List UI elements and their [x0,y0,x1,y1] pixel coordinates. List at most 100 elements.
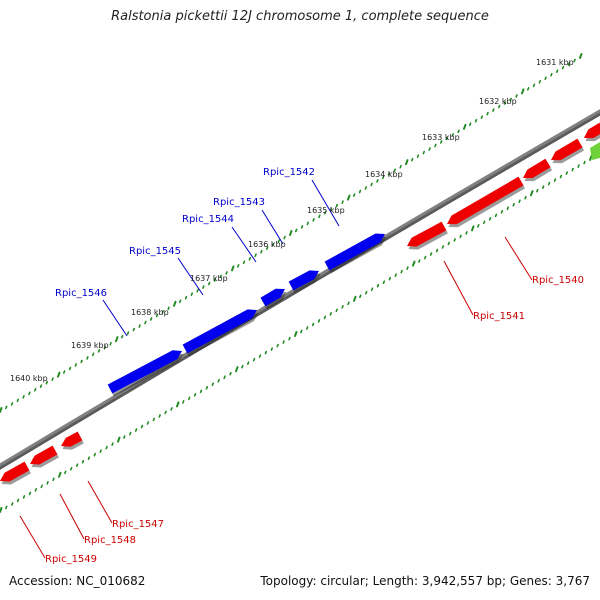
minor-tick [132,327,135,332]
gene-rpic-1537[interactable] [584,122,600,142]
minor-tick [410,157,414,162]
minor-tick [300,329,303,334]
minor-tick [323,315,327,320]
minor-tick [134,428,138,432]
minor-tick [541,185,545,189]
minor-tick [237,264,240,268]
minor-tick [515,94,518,98]
minor-tick [538,79,542,84]
minor-tick [247,361,250,365]
minor-tick [70,466,73,471]
minor-tick [219,274,222,279]
minor-tick [573,58,576,63]
minor-tick [199,389,203,394]
gene-label-rpic-1540[interactable]: Rpic_1540 [532,275,584,286]
minor-tick [111,442,114,446]
gene-rpic-1543[interactable] [288,270,321,294]
gene-label-rpic-1548[interactable]: Rpic_1548 [84,535,136,546]
minor-tick [376,179,379,183]
minor-tick [457,129,460,134]
minor-tick [509,97,513,102]
leader-rpic-1548 [59,493,85,540]
leader-rpic-1547 [87,480,113,524]
minor-tick [152,417,155,422]
gene-label-rpic-1547[interactable]: Rpic_1547 [112,519,164,530]
minor-tick [81,459,85,464]
minor-tick [93,452,96,457]
minor-tick [205,385,209,390]
gene-rpic-1549[interactable] [0,461,31,485]
minor-tick [223,375,226,380]
gene-rpic-1539[interactable] [523,158,553,182]
minor-tick [99,449,102,453]
minor-tick [358,189,362,194]
major-tick [57,371,61,378]
minor-tick [34,488,38,492]
minor-tick [503,101,507,105]
minor-tick [416,154,420,158]
gene-rpic-1547[interactable] [61,431,84,450]
minor-tick [80,359,83,364]
gene-label-rpic-1542[interactable]: Rpic_1542 [263,167,315,178]
gene-label-rpic-1544[interactable]: Rpic_1544 [182,214,234,225]
minor-tick [512,202,515,207]
minor-tick [341,200,344,204]
gene-rpic-1549-body [0,461,30,482]
green-feature-body [590,142,600,160]
minor-tick [364,186,368,190]
scale-label: 1638 kbp [131,308,169,317]
gene-rpic-1541[interactable] [407,221,448,250]
scale-label: 1632 kbp [479,97,517,106]
minor-tick [229,371,232,376]
minor-tick [144,320,147,325]
minor-tick [565,171,569,175]
minor-tick [252,357,256,362]
minor-tick [486,111,489,116]
leader-rpic-1541 [443,260,474,316]
gene-rpic-1543-body [288,270,319,291]
major-tick [463,123,467,130]
minor-tick [138,324,141,328]
gene-rpic-1541-body [407,221,447,247]
minor-tick [506,206,510,211]
gene-rpic-1538[interactable] [551,138,585,164]
gene-rpic-1546-body [107,350,182,394]
gene-label-rpic-1549[interactable]: Rpic_1549 [45,554,97,565]
scale-label: 1637 kbp [190,274,228,283]
minor-tick [550,72,553,77]
minor-tick [28,491,32,496]
minor-tick [277,239,281,243]
gene-rpic-1548[interactable] [30,445,59,468]
major-tick [117,436,121,443]
gene-rpic-1546[interactable] [107,350,184,397]
scale-label: 1631 kbp [536,58,574,67]
minor-tick [429,252,433,256]
gene-rpic-1544[interactable] [260,288,287,310]
green-feature[interactable] [590,142,600,160]
gene-rpic-1545-body [182,309,257,354]
minor-tick [265,246,269,250]
minor-tick [518,199,521,204]
minor-tick [376,283,380,288]
scale-label: 1634 kbp [365,170,403,179]
gene-label-rpic-1545[interactable]: Rpic_1545 [129,246,181,257]
minor-tick [571,167,574,172]
minor-tick [418,259,421,263]
gene-rpic-1542[interactable] [324,233,387,274]
minor-tick [453,238,456,242]
minor-tick [97,349,101,353]
minor-tick [311,322,315,327]
minor-tick [105,445,108,450]
gene-rpic-1544-body [260,288,285,307]
gene-label-rpic-1543[interactable]: Rpic_1543 [213,197,265,208]
gene-rpic-1540[interactable] [447,176,526,228]
map-title: Ralstonia pickettii 12J chromosome 1, co… [111,9,489,24]
minor-tick [335,203,339,208]
minor-tick [258,354,262,358]
gene-label-rpic-1541[interactable]: Rpic_1541 [473,311,525,322]
gene-label-rpic-1546[interactable]: Rpic_1546 [55,288,107,299]
gene-rpic-1545[interactable] [182,309,259,357]
minor-tick [10,402,14,406]
major-tick [173,300,177,307]
